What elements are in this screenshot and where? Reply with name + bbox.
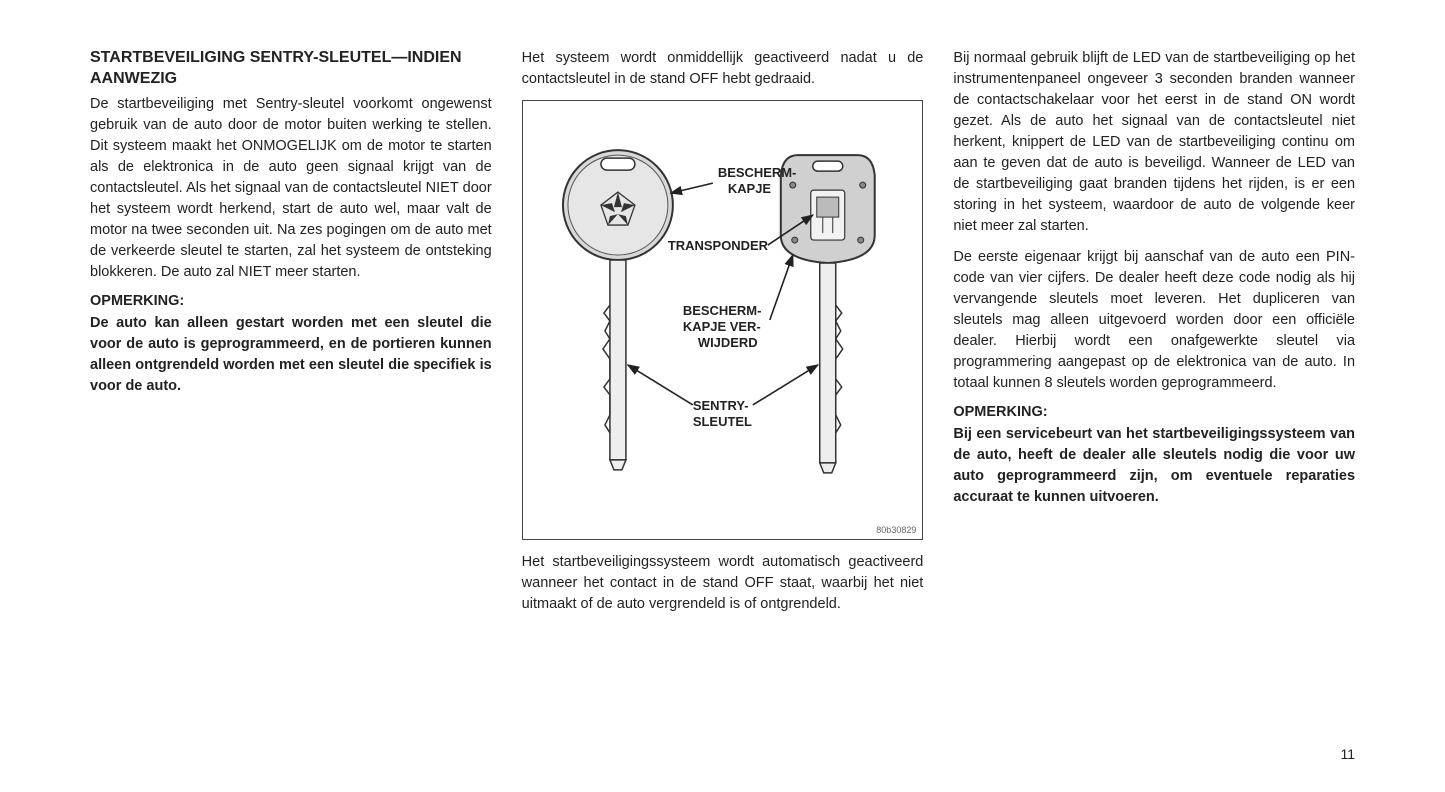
fig-label-capremoved1: BESCHERM- [683, 303, 762, 318]
body-paragraph: Het systeem wordt onmiddellijk geactivee… [522, 48, 924, 90]
body-paragraph: De startbeveiliging met Sentry-sleutel v… [90, 94, 492, 283]
page-number: 11 [1340, 746, 1355, 762]
note-label: OPMERKING: [90, 293, 492, 309]
callout-arrow [752, 365, 817, 405]
body-paragraph: Bij normaal gebruik blijft de LED van de… [953, 48, 1355, 237]
fig-label-cap: BESCHERM- [718, 165, 797, 180]
fig-label-sentry1: SENTRY- [693, 398, 749, 413]
manual-page: STARTBEVEILIGING SENTRY-SLEUTEL—INDIEN A… [90, 48, 1355, 625]
note-label: OPMERKING: [953, 404, 1355, 420]
callout-arrow [628, 365, 693, 405]
column-3: Bij normaal gebruik blijft de LED van de… [953, 48, 1355, 625]
fig-label-cap2: KAPJE [728, 181, 772, 196]
body-paragraph: Het startbeveiligingssysteem wordt autom… [522, 552, 924, 615]
fig-label-capremoved3: WIJDERD [698, 335, 758, 350]
fig-label-transponder: TRANSPONDER [668, 238, 769, 253]
key-diagram: BESCHERM- KAPJE TRANSPONDER BESCHERM- KA… [522, 100, 924, 540]
callout-arrow [671, 183, 713, 193]
fig-label-sentry2: SLEUTEL [693, 414, 752, 429]
fig-label-capremoved2: KAPJE VER- [683, 319, 761, 334]
key-diagram-svg: BESCHERM- KAPJE TRANSPONDER BESCHERM- KA… [523, 101, 923, 539]
note-body: Bij een servicebeurt van het startbeveil… [953, 424, 1355, 508]
callout-arrow [769, 255, 792, 320]
body-paragraph: De eerste eigenaar krijgt bij aanschaf v… [953, 247, 1355, 394]
key-back [780, 155, 874, 473]
figure-number: 80b30829 [876, 525, 916, 535]
column-2: Het systeem wordt onmiddellijk geactivee… [522, 48, 924, 625]
note-body: De auto kan alleen gestart worden met ee… [90, 313, 492, 397]
column-1: STARTBEVEILIGING SENTRY-SLEUTEL—INDIEN A… [90, 48, 492, 625]
key-front [563, 150, 673, 470]
section-heading: STARTBEVEILIGING SENTRY-SLEUTEL—INDIEN A… [90, 48, 492, 90]
